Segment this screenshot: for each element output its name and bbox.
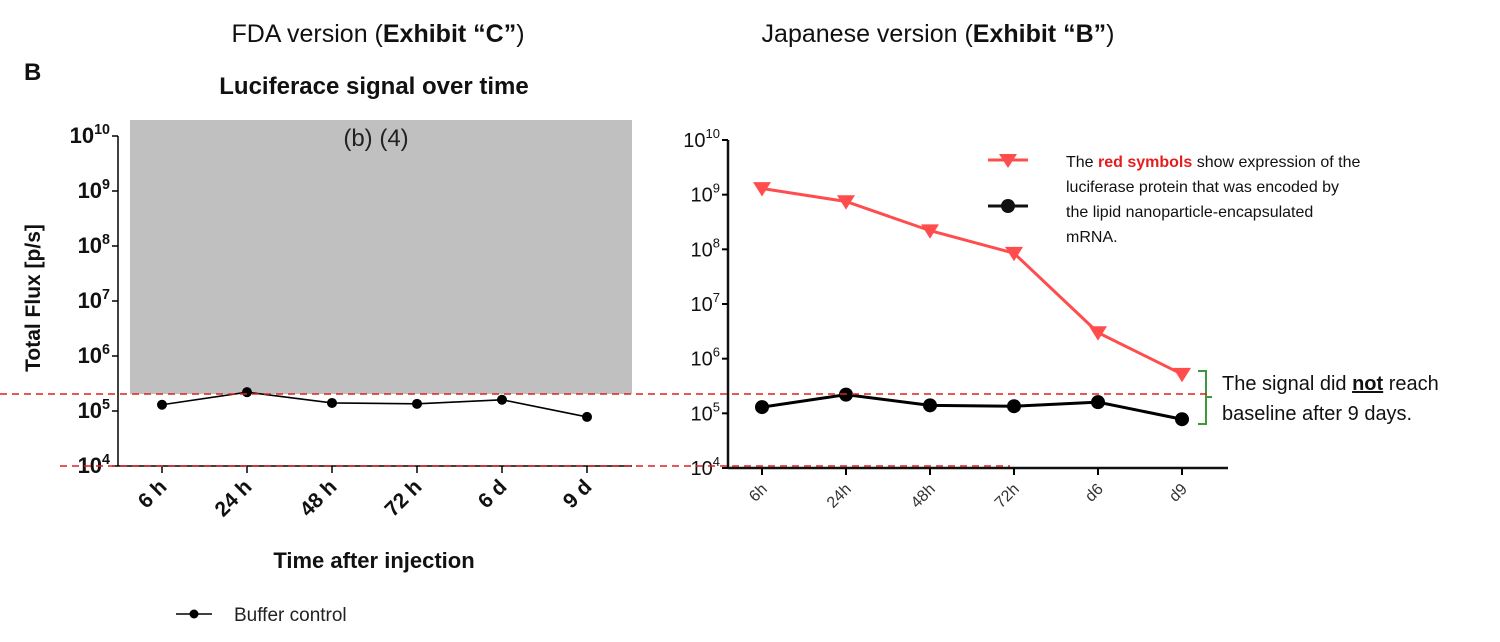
right-x-ticks: 6h 24h 48h 72h d6 d9 [746,468,1191,512]
left-y-ticks: 1010 109 108 107 106 105 104 [70,122,118,478]
y-tick-label: 107 [691,290,720,316]
right-legend [988,154,1028,213]
y-tick-label: 1010 [683,126,720,152]
series-line [161,391,588,418]
y-tick-label: 105 [78,397,110,423]
data-point-triangle [837,195,855,210]
data-point-triangle [753,182,771,197]
data-point-circle [497,394,507,405]
y-tick-label: 105 [691,399,720,425]
data-point-circle [242,387,252,398]
panel-letter: B [24,59,41,86]
legend-text-line-4: mRNA. [1066,229,1118,246]
data-point-triangle [1173,367,1191,383]
y-tick-label: 109 [691,181,720,207]
data-point-circle [157,399,167,410]
japanese-version-caption: Japanese version (Exhibit “B”) [762,20,1115,48]
x-tick-label: 24 h [211,475,257,521]
x-tick-label: 6 h [134,475,172,513]
bracket-text-line-1: The signal did not reach [1222,373,1439,395]
data-point-circle [1175,412,1189,427]
x-tick-label: 6 d [474,475,512,513]
y-tick-label: 109 [78,177,110,203]
left-chart-title: Luciferace signal over time [219,73,528,100]
y-tick-label: 107 [78,287,110,313]
x-tick-label: 9 d [559,475,597,513]
left-chart: Luciferace signal over time (b) (4) Tota… [22,73,632,626]
right-series [753,182,1191,427]
left-x-axis-label: Time after injection [273,548,474,573]
legend-text-line-2: luciferase protein that was encoded by [1066,179,1339,196]
right-chart: 1010 109 108 107 106 105 104 6h 24h 48h 72h d6 d9 T… [683,126,1438,512]
x-tick-label: 6h [746,481,771,506]
data-point-circle [327,397,337,408]
x-tick-label: 72h [992,481,1023,512]
left-y-axis-label: Total Flux [p/s] [22,224,45,372]
y-tick-label: 104 [691,454,720,480]
legend-text-line-3: the lipid nanoparticle-encapsulated [1066,204,1313,221]
data-point-triangle [1005,246,1023,262]
x-tick-label: 48h [908,481,939,512]
x-tick-label: d9 [1166,481,1191,506]
legend-black-marker [1001,199,1015,213]
right-y-ticks: 1010 109 108 107 106 105 104 [683,126,728,480]
data-point-circle [412,398,422,409]
redaction-box [130,120,632,394]
baseline-bracket [1198,370,1212,425]
legend-text-line-1: The red symbols show expression of the [1066,154,1360,171]
y-tick-label: 108 [78,232,110,258]
y-tick-label: 108 [691,235,720,261]
y-tick-label: 106 [78,342,110,368]
data-point-triangle [921,224,939,239]
data-point-triangle [1089,326,1107,341]
y-tick-label: 106 [691,345,720,371]
x-tick-label: d6 [1082,481,1107,506]
x-tick-label: 48 h [296,475,342,521]
y-tick-label: 1010 [70,122,110,148]
bracket-text-line-2: baseline after 9 days. [1222,403,1412,425]
data-point-circle [755,400,769,415]
legend-buffer-marker [189,609,199,619]
data-point-circle [923,398,937,413]
left-legend: Buffer control [176,605,347,626]
x-tick-label: 72 h [381,475,427,521]
legend-explanation: The red symbols show expression of the l… [1066,154,1360,246]
legend-buffer-label: Buffer control [234,605,347,626]
legend-red-marker [999,154,1017,168]
fda-version-caption: FDA version (Exhibit “C”) [231,20,524,48]
data-point-circle [582,411,592,422]
data-point-circle [1091,395,1105,410]
redaction-label: (b) (4) [343,125,408,152]
data-point-circle [1007,399,1021,414]
left-x-ticks: 6 h 24 h 48 h 72 h 6 d 9 d [134,466,597,521]
x-tick-label: 24h [824,481,855,512]
series-line [761,186,1183,376]
series-line [761,393,1183,421]
y-tick-label: 104 [78,452,110,478]
